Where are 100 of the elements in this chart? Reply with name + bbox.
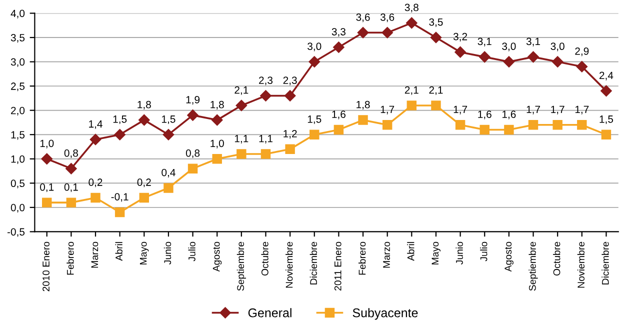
data-label: 1,2 <box>284 130 297 139</box>
x-tick-label: Marzo <box>91 242 98 268</box>
point <box>600 85 612 97</box>
data-label: 1,7 <box>551 106 564 114</box>
data-label: 2,1 <box>429 86 443 95</box>
x-tick-label: Septiembre <box>528 242 538 291</box>
point <box>114 207 125 218</box>
point <box>431 100 441 110</box>
point <box>358 115 368 125</box>
x-tick-label: Noviembre <box>286 242 293 288</box>
legend-label: Subyacente <box>352 308 418 320</box>
data-label: 1,0 <box>210 140 224 148</box>
point <box>528 51 539 63</box>
point <box>162 129 174 140</box>
data-label: 3,6 <box>356 14 370 22</box>
point <box>576 61 588 72</box>
data-label: 2,3 <box>283 76 297 86</box>
point <box>236 100 248 112</box>
x-tick-label: Julio <box>480 242 488 262</box>
y-tick-label: 0,5 <box>10 180 25 188</box>
point <box>66 162 77 174</box>
point <box>284 90 296 102</box>
point <box>260 90 272 102</box>
data-label: 2,1 <box>234 86 248 95</box>
point <box>577 120 587 130</box>
point <box>164 183 174 193</box>
data-label: 3,5 <box>429 18 443 27</box>
data-label: 0,8 <box>64 149 78 158</box>
point <box>479 51 490 63</box>
x-tick-label: Noviembre <box>577 242 585 288</box>
point <box>138 114 150 126</box>
data-label: 1,6 <box>502 110 516 120</box>
y-tick-label: 1,0 <box>11 155 25 164</box>
point <box>357 27 369 38</box>
y-tick-label: 2,5 <box>11 82 25 92</box>
data-label: 1,5 <box>113 116 127 124</box>
data-label: 1,7 <box>575 106 589 114</box>
data-label: 1,8 <box>210 100 224 110</box>
data-label: 1,5 <box>600 116 614 124</box>
data-label: 1,9 <box>186 96 200 105</box>
y-tick-label: 1,5 <box>11 131 25 140</box>
x-tick-label: Diciembre <box>310 242 317 284</box>
x-tick-label: Octubre <box>261 242 268 276</box>
data-label: 1,1 <box>259 134 272 144</box>
x-tick-label: Junio <box>164 242 172 265</box>
point <box>139 192 150 203</box>
point <box>406 17 418 29</box>
point <box>114 129 126 140</box>
data-label: 3,6 <box>380 14 394 22</box>
point <box>552 56 564 68</box>
point <box>236 149 246 159</box>
x-tick-label: Diciembre <box>602 242 609 284</box>
x-tick-label: Septiembre <box>236 242 246 291</box>
point <box>601 130 612 140</box>
data-label: 2,4 <box>600 72 614 80</box>
data-label: 1,7 <box>454 106 468 114</box>
point <box>504 124 514 135</box>
point <box>333 42 344 53</box>
point <box>90 134 102 146</box>
data-label: 3,0 <box>502 42 516 52</box>
point <box>41 153 52 164</box>
point <box>480 124 490 135</box>
data-label: 1,6 <box>478 110 492 120</box>
data-label: 1,8 <box>138 100 151 110</box>
point <box>188 164 198 174</box>
x-tick-label: 2011 Enero <box>334 242 342 290</box>
x-tick-label: Julio <box>188 242 196 262</box>
point <box>260 149 271 159</box>
data-label: 3,8 <box>404 4 418 12</box>
point <box>285 144 295 154</box>
data-label: 3,1 <box>478 38 492 46</box>
y-tick-label: -0,5 <box>7 228 25 237</box>
x-tick-label: Junio <box>456 242 463 265</box>
point <box>503 56 515 68</box>
y-tick-label: 3,0 <box>10 58 25 67</box>
data-label: 1,7 <box>380 106 394 114</box>
data-label: 1,7 <box>526 106 540 114</box>
point <box>334 124 344 135</box>
data-label: 2,3 <box>259 76 273 86</box>
point <box>455 120 466 130</box>
y-tick-label: 2,0 <box>11 106 25 116</box>
point <box>406 100 417 110</box>
data-label: 0,1 <box>64 183 78 192</box>
data-label: 0,1 <box>40 183 54 192</box>
point <box>382 27 393 38</box>
data-label: 3,3 <box>332 28 346 37</box>
point <box>552 120 562 130</box>
data-label: 0,2 <box>88 178 102 188</box>
x-tick-label: Mayo <box>432 242 441 264</box>
point <box>42 198 52 208</box>
data-label: 0,4 <box>162 168 176 178</box>
data-label: 2,1 <box>404 86 418 95</box>
x-tick-label: Agosto <box>504 242 514 272</box>
data-label: 3,1 <box>526 38 540 46</box>
point <box>308 56 320 68</box>
data-label: 3,2 <box>453 32 468 42</box>
data-label: 1,4 <box>89 120 102 129</box>
data-label: 3,0 <box>550 42 564 52</box>
point <box>430 32 442 44</box>
data-label: 1,8 <box>356 100 370 110</box>
